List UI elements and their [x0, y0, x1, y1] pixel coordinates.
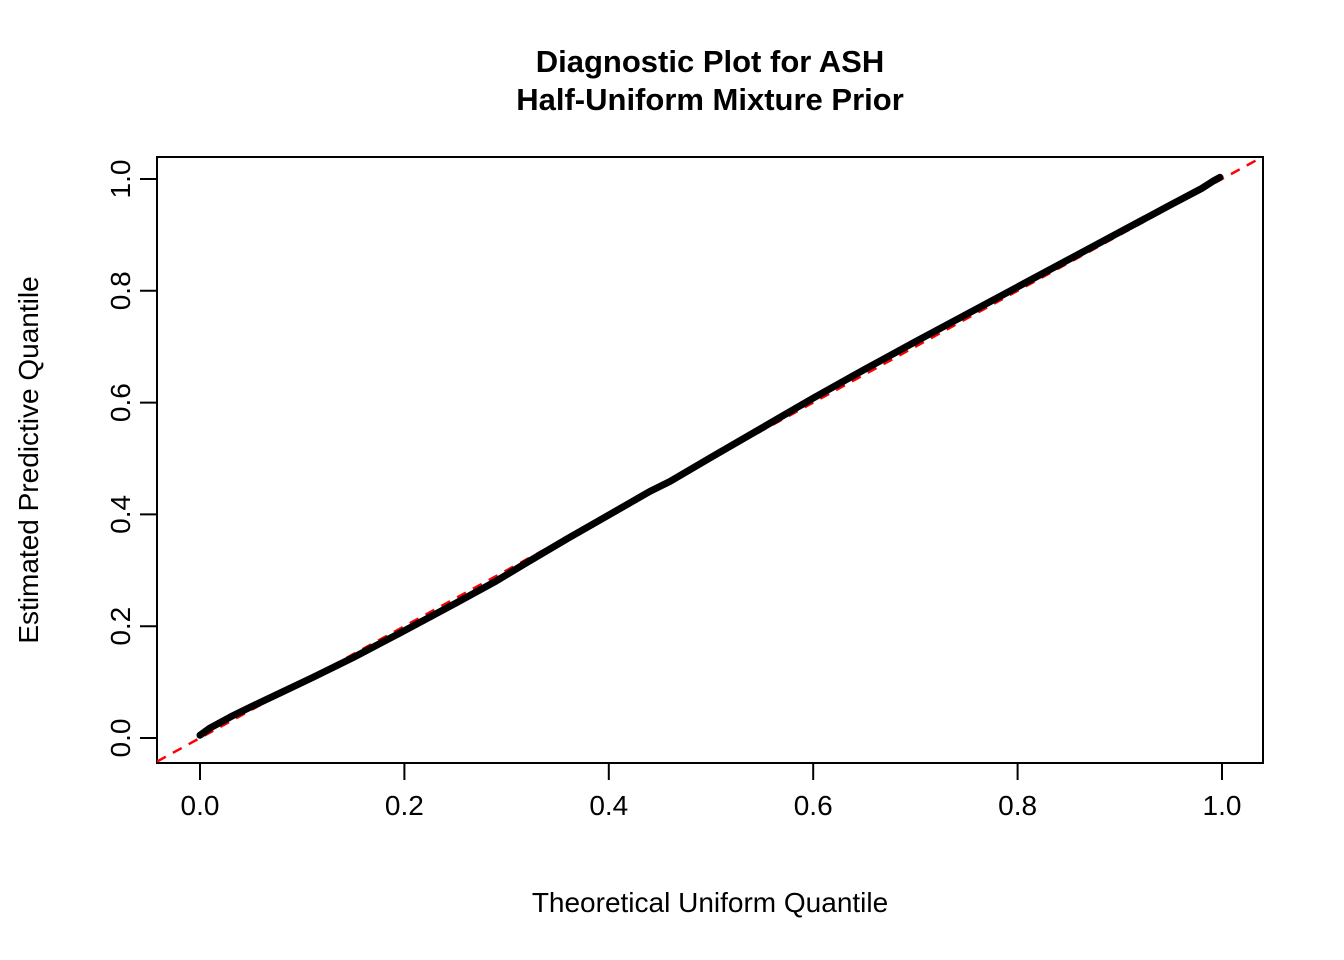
data-layer	[157, 157, 1263, 763]
x-tick-label: 1.0	[1203, 790, 1242, 821]
y-tick-label: 0.6	[105, 383, 136, 422]
y-tick-label: 0.4	[105, 495, 136, 534]
x-tick-label: 0.4	[589, 790, 628, 821]
qq-curve	[196, 173, 1224, 739]
y-tick-label: 1.0	[105, 160, 136, 199]
x-tick-label: 0.6	[794, 790, 833, 821]
x-axis-title: Theoretical Uniform Quantile	[532, 887, 888, 918]
plot-box	[156, 156, 1264, 764]
y-tick-label: 0.8	[105, 271, 136, 310]
x-tick-label: 0.8	[998, 790, 1037, 821]
chart-title-line-1: Diagnostic Plot for ASH	[536, 44, 884, 79]
y-axis-title: Estimated Predictive Quantile	[13, 276, 44, 643]
y-tick-label: 0.2	[105, 607, 136, 646]
chart-title-line-2: Half-Uniform Mixture Prior	[516, 82, 904, 117]
x-tick-label: 0.2	[385, 790, 424, 821]
x-tick-label: 0.0	[181, 790, 220, 821]
y-tick-label: 0.0	[105, 719, 136, 758]
axes-layer: 0.0 0.2 0.4 0.6 0.8 1.0 0.0 0.2 0.4 0.6 0.8 1.0	[105, 160, 1241, 821]
